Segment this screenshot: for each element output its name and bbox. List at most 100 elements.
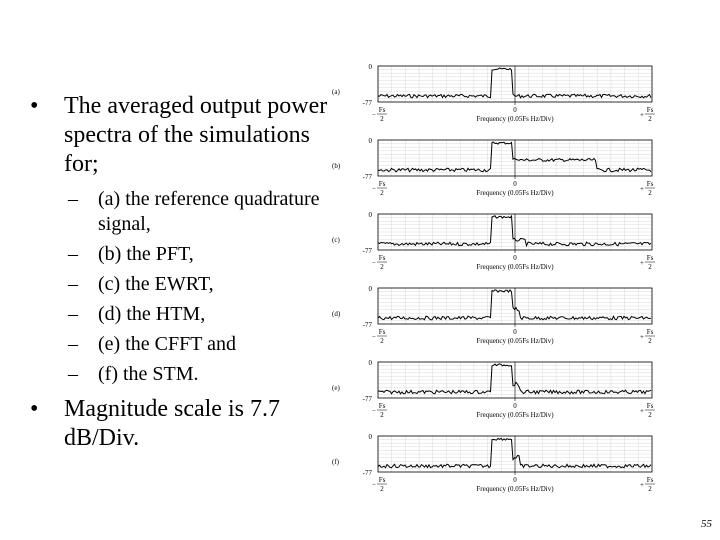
spectrum-trace [377, 363, 652, 395]
y-bottom-label: -77 [363, 395, 373, 403]
bullet-scale: • Magnitude scale is 7.7 dB/Div. [30, 395, 330, 453]
x-left-denominator: 2 [380, 411, 384, 419]
x-left-sign: − [372, 333, 376, 341]
x-left-numerator: Fs [379, 106, 386, 114]
spectrum-panel: (a) 0 -77− Fs 2 + Fs 2 0 Frequency (0.05Fs Hz/Div… [326, 58, 666, 132]
y-bottom-label: -77 [363, 173, 373, 181]
y-top-label: 0 [369, 433, 373, 441]
y-top-label: 0 [369, 211, 373, 219]
y-top-label: 0 [369, 359, 373, 367]
sub-bullet-text: (d) the HTM, [98, 303, 206, 325]
spectrum-trace [377, 437, 652, 469]
x-axis-label: Frequency (0.05Fs Hz/Div) [476, 337, 554, 345]
spectrum-panel: (e) 0 -77− Fs 2 + Fs 2 0 Frequency (0.05Fs Hz/Div… [326, 354, 666, 428]
x-axis-label: Frequency (0.05Fs Hz/Div) [476, 263, 554, 271]
x-left-numerator: Fs [379, 402, 386, 410]
y-top-label: 0 [369, 137, 373, 145]
sub-bullet-c: – (c) the EWRT, [68, 273, 214, 295]
x-axis-label: Frequency (0.05Fs Hz/Div) [476, 485, 554, 493]
sub-bullet-text: (e) the CFFT and [98, 333, 236, 355]
sub-bullet-text: (f) the STM. [98, 363, 199, 385]
sub-bullet-f: – (f) the STM. [68, 363, 199, 385]
x-center-label: 0 [513, 476, 517, 484]
sub-bullet-b: – (b) the PFT, [68, 243, 194, 265]
y-top-label: 0 [369, 63, 373, 71]
spectrum-trace [377, 289, 652, 321]
sub-bullet-a: – (a) the reference quadrature signal, [68, 188, 320, 235]
text-column: • The averaged output power spectra of t… [30, 92, 330, 453]
y-bottom-label: -77 [363, 321, 373, 329]
x-right-denominator: 2 [648, 485, 652, 493]
sub-bullet-text: (a) the reference quadrature signal, [98, 188, 320, 235]
bullet-intro-text: The averaged output power spectra of the… [64, 93, 328, 177]
x-right-numerator: Fs [647, 328, 654, 336]
x-right-numerator: Fs [647, 476, 654, 484]
x-axis-label: Frequency (0.05Fs Hz/Div) [476, 189, 554, 197]
spectrum-panel: (b) 0 -77− Fs 2 + Fs 2 0 Frequency (0.05Fs Hz/Div… [326, 132, 666, 206]
x-left-numerator: Fs [379, 254, 386, 262]
x-right-numerator: Fs [647, 254, 654, 262]
panel-label: (e) [332, 384, 340, 392]
panel-label: (b) [332, 162, 341, 170]
x-left-sign: − [372, 111, 376, 119]
x-left-sign: − [372, 259, 376, 267]
x-right-sign: + [640, 111, 644, 119]
x-center-label: 0 [513, 402, 517, 410]
x-left-denominator: 2 [380, 263, 384, 271]
x-right-sign: + [640, 185, 644, 193]
y-top-label: 0 [369, 285, 373, 293]
x-left-numerator: Fs [379, 328, 386, 336]
sub-bullet-list: – (a) the reference quadrature signal, –(… [68, 187, 330, 387]
x-center-label: 0 [513, 106, 517, 114]
x-right-sign: + [640, 333, 644, 341]
x-right-denominator: 2 [648, 337, 652, 345]
x-left-denominator: 2 [380, 485, 384, 493]
x-left-sign: − [372, 185, 376, 193]
page-number: 55 [701, 518, 712, 530]
x-left-denominator: 2 [380, 189, 384, 197]
x-right-denominator: 2 [648, 263, 652, 271]
x-right-sign: + [640, 481, 644, 489]
bullet-intro: • The averaged output power spectra of t… [30, 92, 330, 179]
bullet-scale-text: Magnitude scale is 7.7 dB/Div. [64, 396, 280, 451]
panel-label: (f) [332, 458, 340, 466]
spectrum-trace [377, 141, 652, 173]
sub-bullet-d: – (d) the HTM, [68, 303, 206, 325]
panel-label: (c) [332, 236, 340, 244]
x-right-numerator: Fs [647, 106, 654, 114]
x-left-sign: − [372, 481, 376, 489]
spectrum-panel: (d) 0 -77− Fs 2 + Fs 2 0 Frequency (0.05Fs Hz/Div… [326, 280, 666, 354]
spectrum-trace [377, 214, 652, 248]
x-axis-label: Frequency (0.05Fs Hz/Div) [476, 411, 554, 419]
y-bottom-label: -77 [363, 99, 373, 107]
spectrum-panel: (f) 0 -77− Fs 2 + Fs 2 0 Frequency (0.05Fs Hz/Div… [326, 428, 666, 502]
x-right-numerator: Fs [647, 180, 654, 188]
x-center-label: 0 [513, 180, 517, 188]
x-left-sign: − [372, 407, 376, 415]
x-right-denominator: 2 [648, 189, 652, 197]
power-spectra-figure: (a) 0 -77− Fs 2 + Fs 2 0 Frequency (0.05Fs Hz/Div… [326, 58, 666, 504]
y-bottom-label: -77 [363, 469, 373, 477]
x-left-denominator: 2 [380, 337, 384, 345]
x-right-denominator: 2 [648, 411, 652, 419]
x-left-denominator: 2 [380, 115, 384, 123]
x-left-numerator: Fs [379, 180, 386, 188]
x-right-numerator: Fs [647, 402, 654, 410]
x-right-sign: + [640, 407, 644, 415]
spectrum-trace [377, 67, 652, 99]
y-bottom-label: -77 [363, 247, 373, 255]
panel-label: (a) [332, 88, 340, 96]
spectrum-panel: (c) 0 -77− Fs 2 + Fs 2 0 Frequency (0.05Fs Hz/Div… [326, 206, 666, 280]
x-right-sign: + [640, 259, 644, 267]
x-axis-label: Frequency (0.05Fs Hz/Div) [476, 115, 554, 123]
x-center-label: 0 [513, 328, 517, 336]
panel-label: (d) [332, 310, 341, 318]
x-center-label: 0 [513, 254, 517, 262]
